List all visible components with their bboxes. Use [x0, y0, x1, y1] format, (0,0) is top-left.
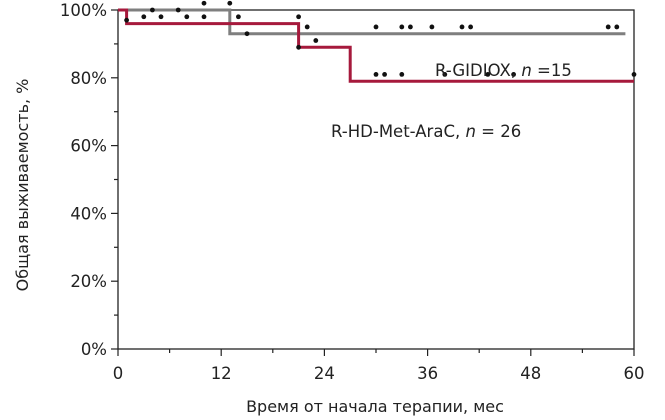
- censor-point-1: [124, 17, 129, 23]
- y-axis: 0% 20% 40% 60% 80% 100%: [60, 1, 118, 359]
- censor-point-1: [313, 38, 319, 43]
- censor-point-0: [373, 24, 379, 30]
- censor-point-0: [296, 14, 301, 20]
- censor-point-0: [614, 24, 620, 30]
- censor-point-1: [399, 72, 405, 77]
- censor-point-0: [459, 24, 465, 30]
- censor-point-1: [201, 14, 207, 20]
- y-tick-label: 60%: [70, 137, 107, 156]
- censor-point-1: [442, 72, 448, 77]
- y-tick-label: 80%: [70, 69, 107, 88]
- x-tick-label: 24: [314, 364, 335, 383]
- y-tick-label: 100%: [60, 1, 107, 20]
- series-label-r-gidiox: R-GIDIOX, n =15: [435, 61, 572, 80]
- censor-point-1: [184, 14, 190, 20]
- x-tick-label: 12: [211, 364, 232, 383]
- y-tick-label: 40%: [70, 204, 107, 223]
- series-line-1: [118, 8, 634, 83]
- series-label-r-hd-met-arac: R-HD-Met-AraC, n = 26: [331, 122, 521, 141]
- censor-point-0: [408, 24, 413, 30]
- censor-point-1: [373, 72, 379, 77]
- series-lines: [118, 8, 634, 83]
- censor-point-1: [227, 0, 233, 6]
- censor-point-0: [429, 24, 435, 30]
- censor-point-1: [296, 44, 301, 50]
- x-tick-label: 0: [113, 364, 124, 383]
- censor-point-1: [631, 72, 637, 77]
- censor-point-0: [201, 0, 207, 6]
- series-line-0: [118, 8, 626, 36]
- x-tick-label: 48: [520, 364, 541, 383]
- censor-point-0: [150, 7, 155, 13]
- y-tick-label: 20%: [70, 272, 107, 291]
- censor-point-1: [236, 14, 241, 20]
- y-tick-label: 0%: [81, 340, 107, 359]
- x-axis-title: Время от начала терапии, мес: [246, 397, 504, 416]
- censor-point-0: [244, 31, 250, 37]
- censor-point-0: [399, 24, 405, 30]
- censor-point-1: [141, 14, 147, 20]
- censor-point-1: [485, 72, 491, 77]
- censor-points: [124, 0, 637, 77]
- censor-point-1: [511, 72, 516, 77]
- x-tick-label: 60: [624, 364, 645, 383]
- censor-point-0: [175, 7, 181, 13]
- censor-point-0: [605, 24, 611, 30]
- x-tick-label: 36: [417, 364, 438, 383]
- censor-point-1: [382, 72, 387, 77]
- censor-point-1: [158, 14, 164, 20]
- x-axis: 0 12 24 36 48 60: [113, 349, 645, 383]
- censor-point-0: [304, 24, 310, 30]
- y-axis-title: Общая выживаемость, %: [13, 79, 32, 292]
- censor-point-0: [468, 24, 473, 30]
